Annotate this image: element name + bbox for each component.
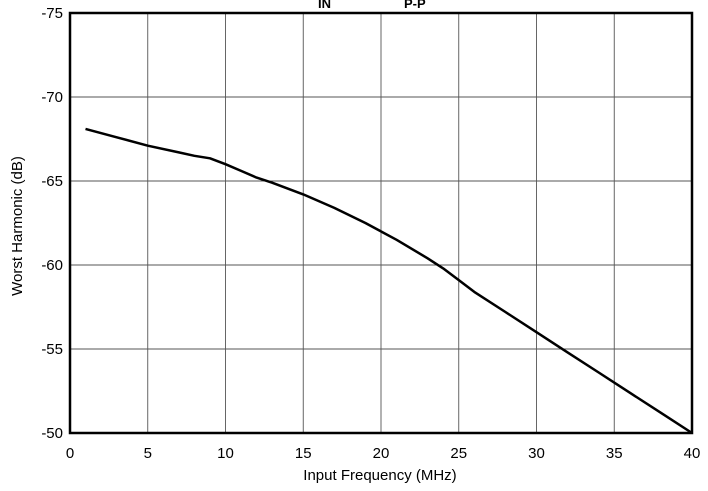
x-tick-label: 35	[606, 445, 623, 462]
x-tick-label: 40	[684, 445, 701, 462]
x-tick-label: 10	[217, 445, 234, 462]
y-axis-ticks: -75 -70 -65 -60 -55 -50	[41, 5, 63, 442]
x-tick-label: 30	[528, 445, 545, 462]
x-axis-ticks: 0 5 10 15 20 25 30 35 40	[66, 445, 701, 462]
y-axis-title: Worst Harmonic (dB)	[9, 156, 26, 296]
x-tick-label: 20	[373, 445, 390, 462]
y-tick-label: -55	[41, 341, 63, 358]
series-line	[85, 127, 693, 435]
y-tick-label: -50	[41, 425, 63, 442]
y-tick-label: -65	[41, 173, 63, 190]
y-tick-label: -75	[41, 5, 63, 22]
title-fragment-pp: P-P	[404, 0, 426, 11]
y-tick-label: -60	[41, 257, 63, 274]
x-tick-label: 25	[450, 445, 467, 462]
x-axis-title: Input Frequency (MHz)	[303, 467, 456, 484]
title-fragment-in: IN	[318, 0, 331, 11]
x-tick-label: 15	[295, 445, 312, 462]
x-tick-label: 0	[66, 445, 74, 462]
grid-lines	[69, 12, 693, 434]
y-tick-label: -70	[41, 89, 63, 106]
x-tick-label: 5	[144, 445, 152, 462]
plot-frame	[68, 11, 694, 435]
